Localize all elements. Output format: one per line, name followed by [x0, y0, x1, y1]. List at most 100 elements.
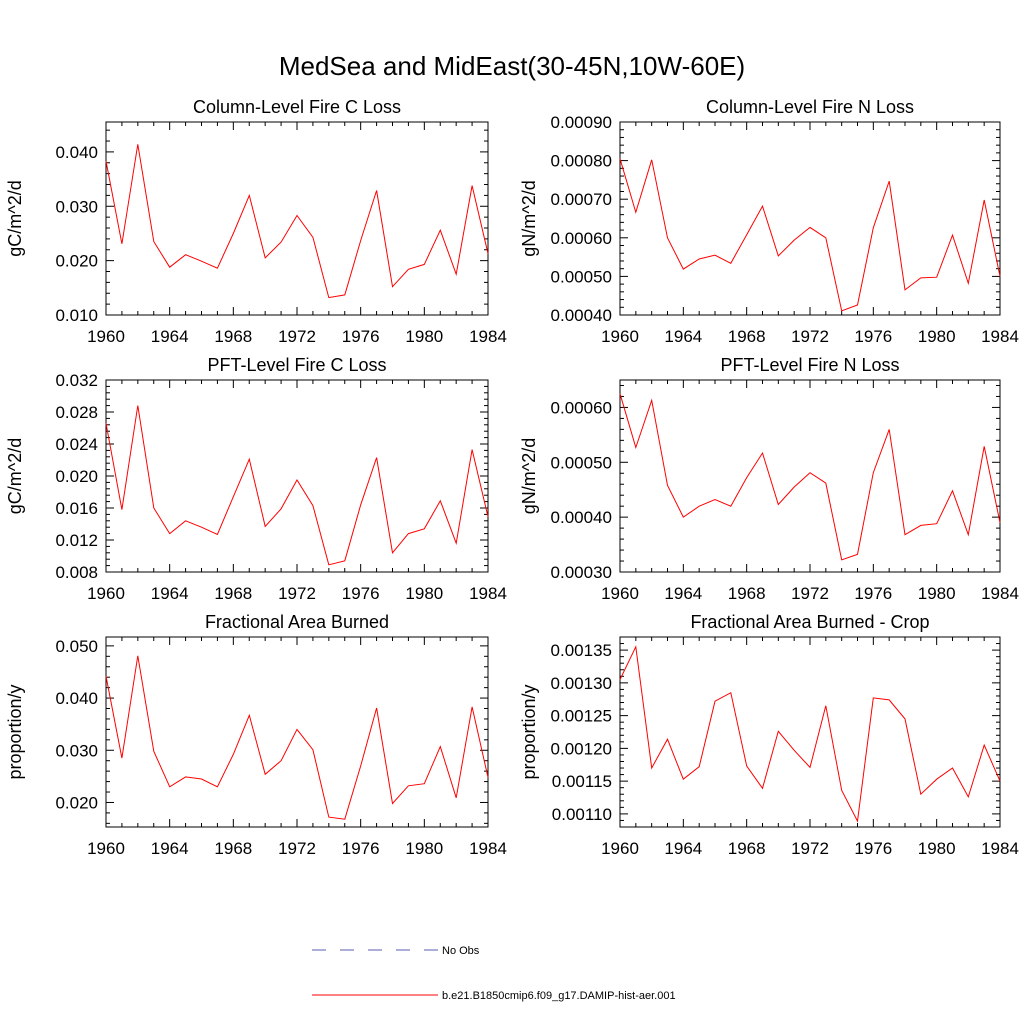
y-tick-label: 0.00115: [552, 772, 612, 791]
panel-3: PFT-Level Fire C Loss gC/m^2/d 1960 1964 196…: [5, 355, 507, 603]
y-tick-label: 0.032: [55, 371, 98, 390]
y-tick-label: 0.008: [55, 563, 98, 582]
y-tick-label: 0.00090: [551, 113, 612, 132]
series-line: [619, 645, 1001, 823]
panel-title: Fractional Area Burned - Crop: [690, 612, 929, 632]
x-tick-label: 1980: [405, 584, 443, 603]
y-axis-label: proportion/y: [519, 684, 539, 779]
x-tick-label: 1984: [981, 584, 1019, 603]
plot-frame: [619, 636, 1001, 828]
y-tick-label: 0.028: [55, 403, 98, 422]
y-tick-label: 0.00135: [551, 641, 612, 660]
y-tick-label: 0.030: [55, 197, 98, 216]
x-tick-label: 1976: [854, 839, 892, 858]
y-tick-label: 0.020: [55, 467, 98, 486]
x-tick-label: 1972: [791, 584, 829, 603]
panel-title: PFT-Level Fire C Loss: [207, 355, 386, 375]
y-tick-label: 0.00110: [552, 805, 612, 824]
plot-frame: [105, 379, 489, 573]
y-tick-label: 0.00125: [551, 707, 612, 726]
x-tick-label: 1960: [601, 839, 639, 858]
panels: Column-Level Fire C Loss gC/m^2/d 1960 1964…: [5, 97, 1019, 858]
x-tick-label: 1972: [278, 584, 316, 603]
x-tick-label: 1976: [854, 327, 892, 346]
x-tick-label: 1964: [151, 839, 189, 858]
x-tick-label: 1964: [151, 327, 189, 346]
x-tick-label: 1980: [405, 839, 443, 858]
y-axis-label: proportion/y: [5, 684, 25, 779]
x-tick-label: 1964: [664, 327, 702, 346]
x-tick-label: 1972: [278, 327, 316, 346]
legend: No Obs b.e21.B1850cmip6.f09_g17.DAMIP-hi…: [312, 945, 676, 1002]
y-axis-label: gC/m^2/d: [5, 180, 25, 256]
y-tick-label: 0.024: [55, 435, 98, 454]
y-tick-label: 0.016: [55, 499, 98, 518]
y-axis-label: gN/m^2/d: [519, 438, 539, 514]
x-tick-label: 1980: [918, 327, 956, 346]
panel-title: Fractional Area Burned: [205, 612, 389, 632]
series-line: [619, 393, 1001, 561]
panel-2: Column-Level Fire N Loss gN/m^2/d 1960 1964…: [519, 97, 1019, 346]
panel-4: PFT-Level Fire N Loss gN/m^2/d 1960 1964 196…: [519, 355, 1019, 603]
series-line: [105, 655, 489, 820]
x-tick-label: 1960: [601, 584, 639, 603]
x-tick-label: 1968: [728, 327, 766, 346]
x-tick-label: 1976: [342, 839, 380, 858]
x-tick-label: 1972: [791, 327, 829, 346]
x-tick-label: 1972: [278, 839, 316, 858]
y-tick-label: 0.020: [55, 252, 98, 271]
x-tick-label: 1984: [469, 327, 507, 346]
y-tick-label: 0.050: [55, 637, 98, 656]
x-tick-label: 1960: [601, 327, 639, 346]
y-tick-label: 0.00060: [551, 229, 612, 248]
x-tick-label: 1964: [664, 839, 702, 858]
y-tick-label: 0.012: [55, 531, 98, 550]
panel-1: Column-Level Fire C Loss gC/m^2/d 1960 1964…: [5, 97, 507, 346]
y-tick-label: 0.020: [55, 793, 98, 812]
y-tick-label: 0.00040: [551, 306, 612, 325]
x-tick-label: 1968: [214, 839, 252, 858]
panel-5: Fractional Area Burned proportion/y 1960 19…: [5, 612, 507, 858]
y-tick-label: 0.010: [55, 306, 98, 325]
y-tick-label: 0.030: [55, 741, 98, 760]
y-tick-label: 0.00070: [551, 190, 612, 209]
panel-6: Fractional Area Burned - Crop proportion/…: [519, 612, 1019, 858]
panel-title: Column-Level Fire C Loss: [193, 97, 401, 117]
x-tick-label: 1976: [854, 584, 892, 603]
x-tick-label: 1984: [469, 584, 507, 603]
plot-frame: [619, 121, 1001, 316]
y-axis-label: gN/m^2/d: [519, 180, 539, 256]
x-tick-label: 1984: [981, 327, 1019, 346]
x-tick-label: 1964: [664, 584, 702, 603]
x-tick-label: 1968: [214, 584, 252, 603]
y-tick-label: 0.00060: [551, 398, 612, 417]
x-tick-label: 1980: [918, 584, 956, 603]
y-tick-label: 0.00050: [551, 267, 612, 286]
x-tick-label: 1972: [791, 839, 829, 858]
series-line: [619, 158, 1001, 312]
series-line: [105, 405, 489, 566]
y-tick-label: 0.00050: [551, 453, 612, 472]
y-tick-label: 0.00120: [551, 739, 612, 758]
x-tick-label: 1980: [405, 327, 443, 346]
x-tick-label: 1960: [87, 839, 125, 858]
y-tick-label: 0.00030: [551, 563, 612, 582]
x-tick-label: 1964: [151, 584, 189, 603]
plot-frame: [105, 636, 489, 828]
x-tick-label: 1968: [728, 584, 766, 603]
legend-model-label: b.e21.B1850cmip6.f09_g17.DAMIP-hist-aer.…: [442, 990, 676, 1002]
panel-title: Column-Level Fire N Loss: [706, 97, 914, 117]
y-axis-label: gC/m^2/d: [5, 438, 25, 514]
series-line: [105, 144, 489, 299]
plot-frame: [619, 379, 1001, 573]
y-tick-label: 0.00040: [551, 508, 612, 527]
x-tick-label: 1976: [342, 327, 380, 346]
x-tick-label: 1960: [87, 584, 125, 603]
y-tick-label: 0.040: [55, 143, 98, 162]
plot-frame: [105, 121, 489, 316]
x-tick-label: 1968: [214, 327, 252, 346]
legend-no-obs-label: No Obs: [442, 945, 480, 957]
panel-title: PFT-Level Fire N Loss: [720, 355, 899, 375]
x-tick-label: 1984: [981, 839, 1019, 858]
